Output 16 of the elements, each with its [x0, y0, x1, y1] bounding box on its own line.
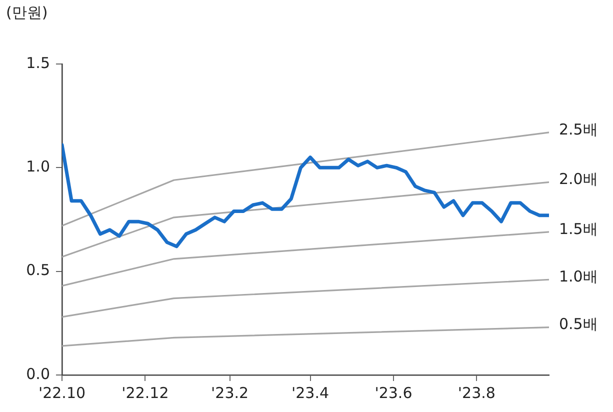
x-tick-label: '22.12: [122, 384, 169, 402]
series-label: 2.0배: [559, 170, 598, 188]
x-tick-label: '22.10: [38, 384, 86, 402]
y-axis-title: (만원): [6, 3, 48, 22]
x-tick-label: '23.2: [211, 384, 249, 402]
x-tick-label: '23.8: [458, 384, 496, 402]
series-label: 2.5배: [559, 120, 598, 138]
y-tick-label: 0.5: [26, 261, 50, 280]
x-tick-label: '23.4: [292, 384, 330, 402]
series-label: 1.5배: [559, 220, 598, 238]
series-label: 1.0배: [559, 268, 598, 286]
x-tick-label: '23.6: [374, 384, 412, 402]
y-tick-label: 1.0: [26, 158, 50, 176]
y-tick-label: 0.0: [26, 364, 50, 383]
series-label: 0.5배: [559, 315, 598, 334]
y-tick-label: 1.5: [26, 54, 50, 72]
